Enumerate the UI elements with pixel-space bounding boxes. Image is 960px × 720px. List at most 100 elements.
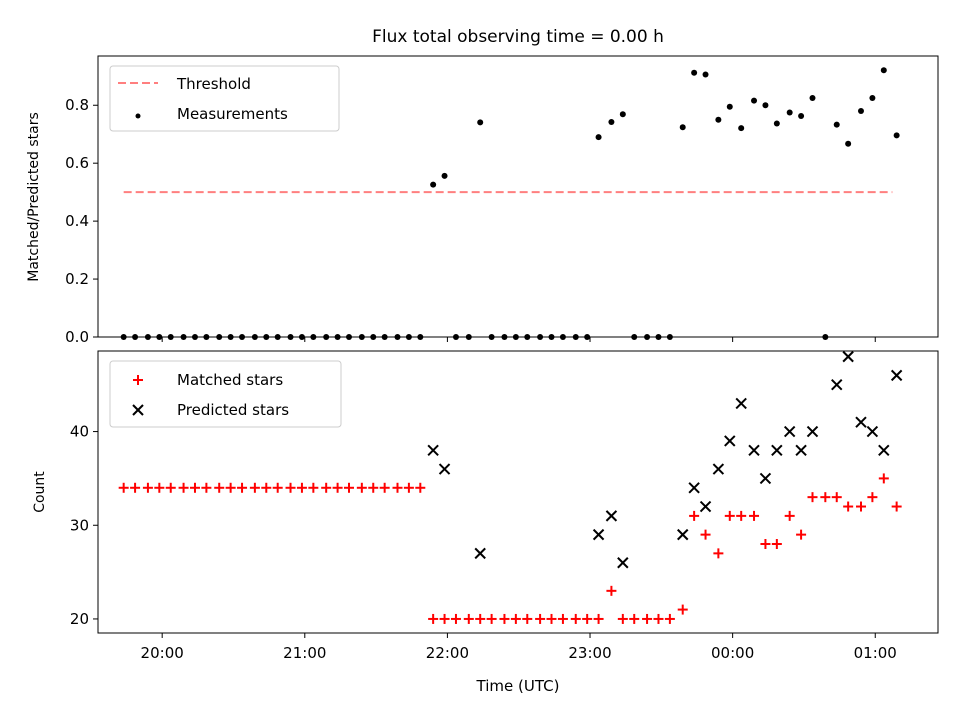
- bottom-x-tick-label: 21:00: [283, 644, 326, 662]
- measurement-point: [762, 102, 769, 109]
- matched-star-point: [486, 613, 497, 624]
- bottom-y-axis-label: Count: [32, 471, 48, 513]
- matched-star-point: [392, 482, 403, 493]
- predicted-star-point: [878, 444, 890, 457]
- measurement-point: [880, 67, 887, 74]
- matched-star-point: [557, 613, 568, 624]
- matched-star-point: [225, 482, 236, 493]
- measurement-point: [608, 119, 615, 126]
- predicted-star-point: [474, 547, 486, 560]
- matched-star-point: [807, 492, 818, 503]
- matched-star-point: [629, 613, 640, 624]
- matched-star-point: [784, 510, 795, 521]
- matched-star-point: [499, 613, 510, 624]
- predicted-star-point: [866, 425, 879, 438]
- predicted-star-stroke-b: [842, 350, 854, 363]
- matched-star-point: [653, 613, 664, 624]
- predicted-star-stroke-b: [831, 379, 843, 391]
- predicted-star-point: [724, 435, 736, 447]
- matched-star-point: [165, 482, 176, 493]
- matched-star-point: [475, 613, 486, 624]
- predicted-star-point: [677, 528, 689, 541]
- measurement-point: [773, 120, 780, 127]
- predicted-star-point: [735, 397, 747, 410]
- matched-star-point: [510, 613, 521, 624]
- predicted-star-stroke-b: [735, 397, 747, 410]
- matched-star-point: [749, 510, 760, 521]
- predicted-star-stroke-b: [438, 463, 451, 475]
- predicted-star-stroke-b: [855, 416, 867, 428]
- bottom-marks: [118, 350, 903, 624]
- measurement-point: [738, 125, 745, 132]
- predicted-star-point: [688, 482, 700, 494]
- measurement-point: [715, 116, 722, 123]
- matched-star-point: [570, 613, 581, 624]
- matched-star-point: [677, 604, 688, 615]
- matched-star-point: [855, 501, 866, 512]
- matched-star-point: [332, 482, 343, 493]
- measurement-point: [702, 71, 709, 78]
- bottom-x-ticks: 20:00 21:00 22:00 23:00 00:00 01:00: [141, 633, 897, 662]
- top-y-axis-label: Matched/Predicted stars: [26, 112, 42, 282]
- predicted-star-stroke-b: [783, 425, 796, 438]
- top-legend-box: [109, 65, 340, 132]
- matched-star-point: [178, 482, 189, 493]
- predicted-star-stroke-b: [866, 425, 879, 438]
- predicted-star-point: [699, 500, 712, 513]
- top-title: Flux total observing time = 0.00 h: [372, 27, 664, 47]
- measurement-point: [798, 112, 805, 119]
- matched-star-point: [403, 482, 414, 493]
- top-legend: Threshold Measurements: [109, 65, 340, 132]
- bottom-y-tick-label: 20: [70, 610, 89, 628]
- matched-star-point: [189, 482, 200, 493]
- matched-star-point: [356, 482, 367, 493]
- predicted-legend-swatch: [132, 404, 144, 416]
- predicted-star-point: [605, 510, 618, 522]
- matched-star-point: [272, 482, 283, 493]
- predicted-star-stroke-b: [795, 444, 807, 457]
- matched-star-point: [546, 613, 557, 624]
- top-y-tick-label: 0.0: [65, 328, 89, 346]
- matched-star-point: [285, 482, 296, 493]
- predicted-star-stroke-b: [427, 444, 439, 457]
- predicted-star-point: [771, 444, 783, 457]
- predicted-star-point: [783, 425, 796, 438]
- matched-star-point: [130, 482, 141, 493]
- predicted-star-point: [712, 463, 725, 475]
- predicted-star-stroke-b: [712, 463, 725, 475]
- matched-star-point: [522, 613, 533, 624]
- matched-star-point: [582, 613, 593, 624]
- predicted-star-point: [890, 369, 903, 382]
- matched-star-point: [154, 482, 165, 493]
- predicted-star-point: [592, 528, 605, 541]
- matched-star-point: [415, 482, 426, 493]
- measurement-point: [691, 69, 698, 76]
- matched-legend-label: Matched stars: [177, 371, 283, 389]
- measurement-point: [619, 111, 626, 118]
- bottom-y-ticks: 20 30 40: [70, 423, 98, 628]
- measurement-point: [893, 132, 900, 139]
- matched-star-point: [368, 482, 379, 493]
- measurement-point: [845, 140, 852, 147]
- matched-star-point: [606, 585, 617, 596]
- predicted-star-stroke-b: [759, 472, 772, 485]
- measurement-point: [786, 109, 793, 116]
- matched-star-point: [736, 510, 747, 521]
- matched-star-point: [713, 548, 724, 559]
- matched-star-point: [428, 613, 439, 624]
- matched-star-point: [867, 492, 878, 503]
- matched-star-point: [142, 482, 153, 493]
- matched-star-point: [796, 529, 807, 540]
- matched-star-point: [261, 482, 272, 493]
- matched-star-point: [617, 613, 628, 624]
- predicted-star-point: [806, 425, 819, 438]
- predicted-star-stroke-b: [724, 435, 736, 447]
- predicted-star-stroke-b: [890, 369, 903, 382]
- measurement-point: [441, 172, 448, 179]
- predicted-star-point: [759, 472, 772, 485]
- bottom-y-tick-label: 30: [70, 516, 89, 534]
- measurements-legend-label: Measurements: [177, 105, 288, 123]
- matched-star-point: [308, 482, 319, 493]
- predicted-legend-label: Predicted stars: [177, 401, 289, 419]
- bottom-legend: Matched stars Predicted stars: [109, 360, 342, 428]
